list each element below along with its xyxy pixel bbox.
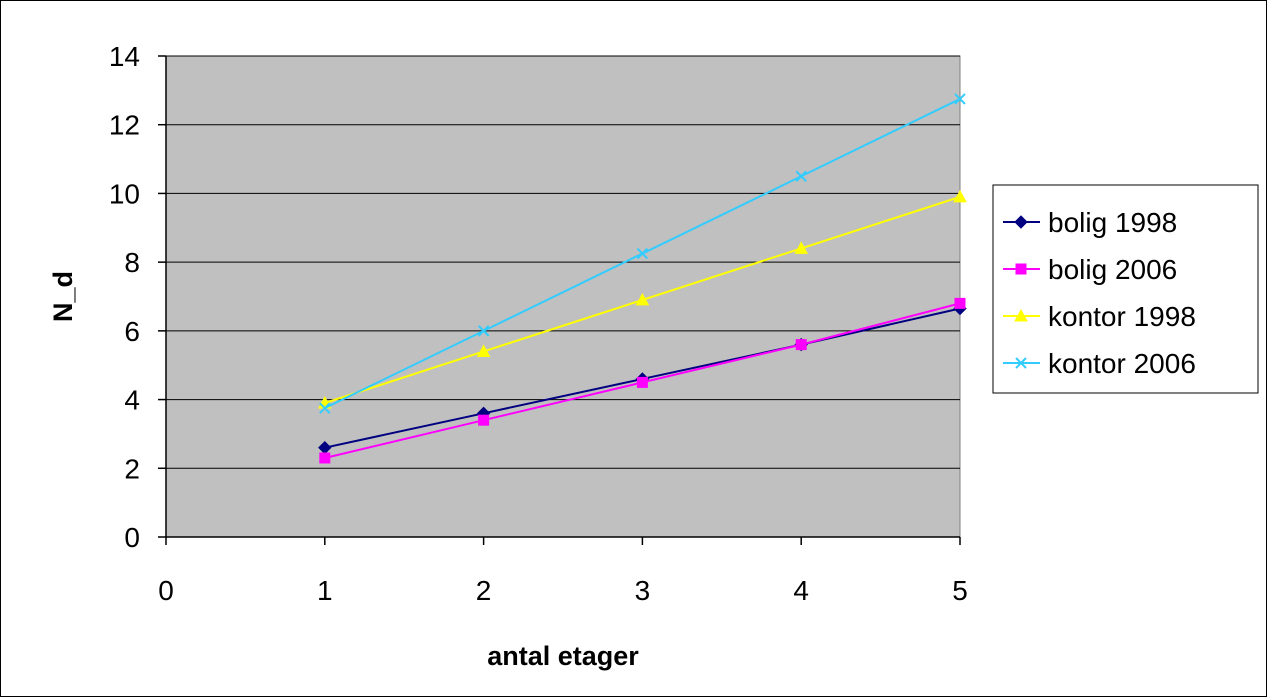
data-point-kontor-2006 <box>954 93 966 105</box>
data-point-kontor-2006 <box>795 170 807 182</box>
legend-swatch-marker <box>1014 215 1028 229</box>
data-point-kontor-1998 <box>476 344 491 357</box>
data-point-bolig-2006 <box>636 376 648 388</box>
x-tick-label: 2 <box>476 575 492 606</box>
data-point-bolig-2006 <box>954 297 966 309</box>
series-kontor-2006 <box>319 93 966 414</box>
data-point-kontor-2006 <box>319 402 331 414</box>
legend-box <box>992 184 1259 394</box>
y-tick-label: 8 <box>124 247 140 278</box>
legend-item: kontor 2006 <box>1003 348 1196 379</box>
data-point-kontor-1998 <box>953 189 967 203</box>
series-bolig-2006 <box>319 297 966 464</box>
data-point-kontor-2006 <box>636 247 649 260</box>
y-tick-label: 14 <box>109 41 140 72</box>
x-tick-label: 4 <box>793 575 809 606</box>
y-tick-label: 12 <box>109 110 140 141</box>
legend-label: kontor 2006 <box>1048 348 1196 379</box>
legend-label: bolig 2006 <box>1048 254 1177 285</box>
legend-label: kontor 1998 <box>1048 301 1196 332</box>
y-axis-title: N_d <box>48 271 78 322</box>
legend-item: bolig 1998 <box>1003 207 1177 238</box>
y-tick-label: 2 <box>124 453 140 484</box>
data-point-bolig-2006 <box>319 452 331 464</box>
y-tick-label: 4 <box>124 385 140 416</box>
data-point-kontor-2006 <box>477 325 490 337</box>
legend-item: kontor 1998 <box>1003 301 1196 332</box>
x-tick-label: 0 <box>158 575 174 606</box>
legend: bolig 1998 bolig 2006 kontor 1998 kontor 20… <box>992 184 1259 394</box>
x-tick-label: 1 <box>317 575 333 606</box>
data-point-kontor-1998 <box>635 292 650 306</box>
data-point-bolig-2006 <box>795 339 807 351</box>
x-axis-title: antal etager <box>487 641 639 671</box>
data-point-bolig-2006 <box>478 414 490 426</box>
data-point-kontor-1998 <box>794 241 809 254</box>
series-kontor-1998 <box>317 189 967 409</box>
x-tick-label: 5 <box>952 575 968 606</box>
legend-item: bolig 2006 <box>1003 254 1177 285</box>
legend-swatch-marker <box>1014 308 1028 322</box>
x-tick-label: 3 <box>635 575 651 606</box>
legend-swatch-marker <box>1015 357 1027 369</box>
y-tick-label: 0 <box>124 522 140 553</box>
y-tick-label: 10 <box>109 178 140 209</box>
y-tick-label: 6 <box>124 316 140 347</box>
legend-label: bolig 1998 <box>1048 207 1177 238</box>
legend-swatch-marker <box>1015 263 1027 275</box>
plot-area <box>165 55 961 538</box>
